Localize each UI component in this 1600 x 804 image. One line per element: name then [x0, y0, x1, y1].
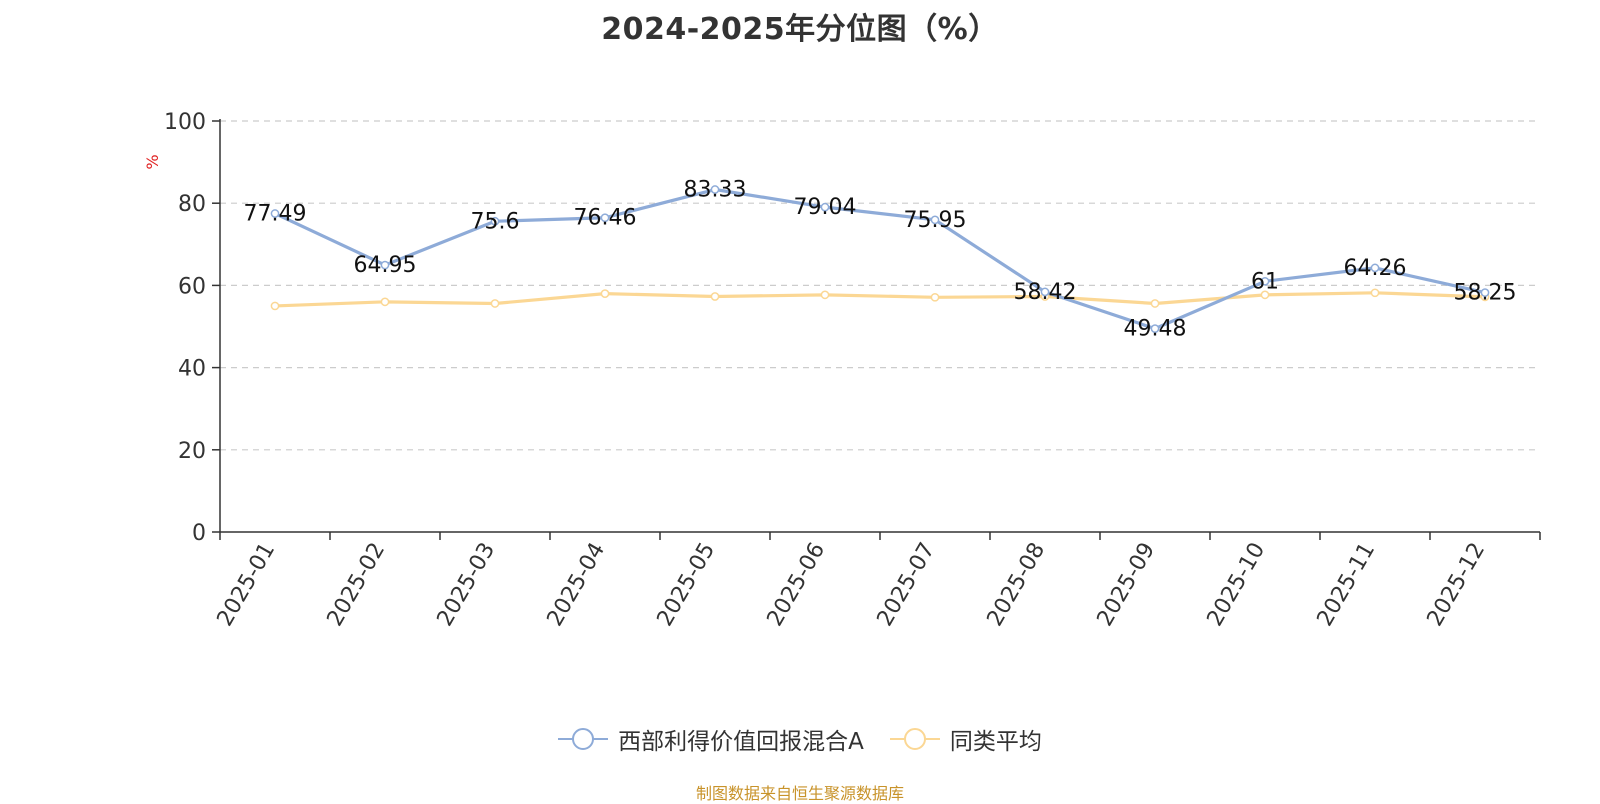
- x-tick-label: 2025-01: [213, 539, 281, 631]
- data-label: 58.25: [1454, 281, 1517, 306]
- data-point-1[interactable]: [930, 292, 940, 302]
- data-point-1[interactable]: [820, 290, 830, 300]
- data-point-1[interactable]: [490, 299, 500, 308]
- data-point-1[interactable]: [1150, 299, 1160, 308]
- y-tick-label: 40: [178, 357, 206, 382]
- y-tick-label: 100: [164, 110, 206, 135]
- data-point-0[interactable]: [1040, 287, 1050, 297]
- data-label: 58.42: [1014, 280, 1077, 305]
- data-point-0[interactable]: [270, 209, 280, 218]
- x-tick-label: 2025-12: [1423, 539, 1491, 631]
- legend-label-average: 同类平均: [949, 729, 1042, 755]
- data-point-1[interactable]: [270, 301, 280, 311]
- series-line-0: [273, 187, 1487, 331]
- x-tick-label: 2025-11: [1313, 539, 1381, 631]
- data-point-1[interactable]: [1260, 290, 1270, 300]
- chart-title: 2024-2025年分位图（%）: [601, 12, 999, 47]
- data-label: 79.04: [794, 195, 857, 220]
- data-label: 76.46: [574, 206, 637, 231]
- series-line-1: [273, 291, 1487, 308]
- data-point-0[interactable]: [490, 216, 500, 226]
- x-tick-label: 2025-08: [983, 539, 1051, 631]
- data-label: 75.6: [471, 209, 520, 234]
- data-point-1[interactable]: [1370, 288, 1380, 298]
- data-point-0[interactable]: [1260, 276, 1270, 286]
- x-tick-label: 2025-09: [1093, 539, 1161, 631]
- data-label: 61: [1251, 269, 1279, 294]
- legend-label-fund: 西部利得价值回报混合A: [618, 729, 864, 755]
- data-point-0[interactable]: [710, 185, 720, 194]
- grid-lines: [220, 120, 1540, 451]
- x-tick-label: 2025-05: [653, 539, 721, 631]
- data-point-0[interactable]: [820, 202, 830, 212]
- legend-item-average[interactable]: 同类平均: [889, 722, 1042, 756]
- data-point-0[interactable]: [930, 215, 940, 225]
- data-point-0[interactable]: [1150, 324, 1160, 333]
- y-tick-label: 0: [192, 521, 206, 546]
- series-lines: [270, 185, 1490, 333]
- data-label: 75.95: [904, 208, 967, 233]
- x-tick-label: 2025-04: [543, 539, 611, 631]
- data-label: 49.48: [1124, 317, 1187, 342]
- legend-item-fund[interactable]: 西部利得价值回报混合A: [558, 722, 864, 756]
- y-tick-label: 60: [178, 274, 206, 299]
- y-tick-label: 20: [178, 439, 206, 464]
- data-point-0[interactable]: [1370, 263, 1380, 273]
- x-tick-label: 2025-06: [763, 539, 831, 631]
- y-axis-unit-label: %: [143, 154, 162, 169]
- data-label: 64.95: [354, 253, 417, 278]
- x-tick-label: 2025-02: [323, 539, 391, 631]
- legend-fund-line-icon: [558, 728, 609, 750]
- data-label: 64.26: [1344, 256, 1407, 281]
- data-labels: 77.49 64.95 75.6 76.46 83.33 79.04 75.95 58.42 4…: [244, 178, 1517, 342]
- x-tick-label: 2025-03: [433, 539, 501, 631]
- data-point-1[interactable]: [380, 297, 390, 307]
- data-point-0[interactable]: [1480, 288, 1490, 297]
- legend: 西部利得价值回报混合A 同类平均: [0, 722, 1600, 756]
- x-tick-label: 2025-10: [1203, 539, 1271, 631]
- axes: 0 20 40 60 80 100 2025-01 2025-02 2025-03 2025-04…: [143, 110, 1541, 631]
- x-tick-label: 2025-07: [873, 539, 941, 631]
- data-point-1[interactable]: [710, 292, 720, 301]
- data-label: 83.33: [684, 178, 747, 203]
- y-tick-label: 80: [178, 192, 206, 217]
- data-label: 77.49: [244, 202, 307, 227]
- data-point-1[interactable]: [600, 289, 610, 298]
- legend-average-line-icon: [889, 728, 940, 750]
- data-point-0[interactable]: [380, 260, 390, 270]
- data-point-0[interactable]: [600, 213, 610, 223]
- source-note: 制图数据来自恒生聚源数据库: [695, 784, 904, 803]
